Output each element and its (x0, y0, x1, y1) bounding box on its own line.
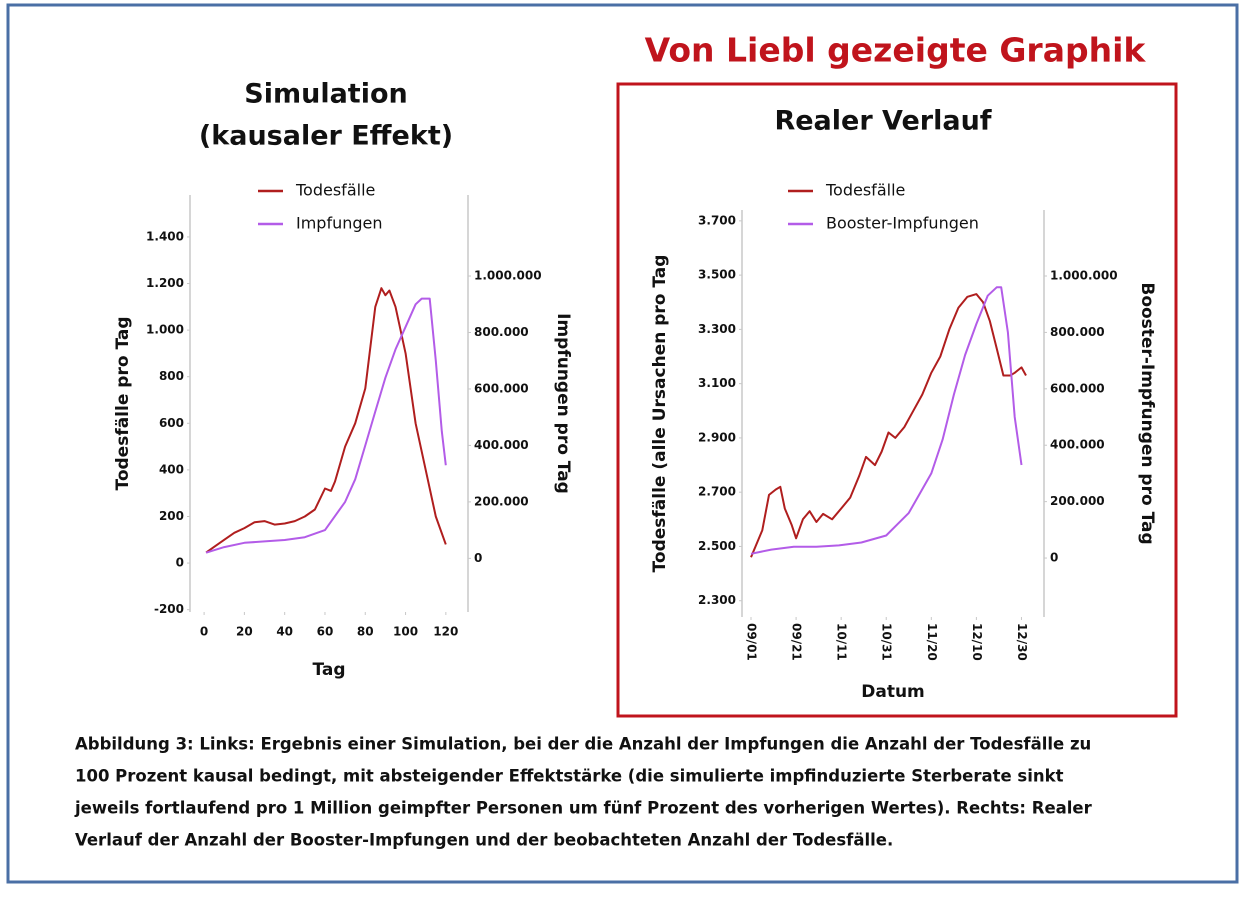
chart-subtitle: (kausaler Effekt) (199, 121, 453, 152)
x-tick-label: 11/20 (925, 623, 939, 661)
y-tick-label: 3.300 (698, 322, 736, 336)
y-tick-label: 3.500 (698, 268, 736, 282)
caption-line: 100 Prozent kausal bedingt, mit absteige… (75, 767, 1064, 786)
x-axis-label: Tag (312, 660, 345, 680)
caption-line: Verlauf der Anzahl der Booster-Impfungen… (75, 831, 893, 850)
y2-tick-label: 800.000 (474, 325, 529, 339)
y-tick-label: 1.400 (146, 229, 184, 243)
y-tick-label: -200 (154, 602, 184, 616)
outer-frame (6, 3, 1239, 884)
y2-tick-label: 1.000.000 (1050, 269, 1118, 283)
x-tick-label: 0 (200, 625, 208, 639)
y-tick-label: 600 (159, 416, 184, 430)
y-tick-label: 1.000 (146, 323, 184, 337)
y2-tick-label: 400.000 (474, 438, 529, 452)
chart-title: Simulation (244, 79, 407, 110)
y-tick-label: 2.300 (698, 593, 736, 607)
y-axis-label: Todesfälle (alle Ursachen pro Tag (650, 255, 670, 573)
y-tick-label: 800 (159, 369, 184, 383)
x-tick-label: 09/21 (790, 623, 804, 661)
legend-label: Todesfälle (825, 181, 905, 200)
series-line (205, 297, 447, 554)
series-line (750, 286, 1023, 555)
x-axis-label: Datum (861, 682, 925, 702)
y-tick-label: 2.900 (698, 430, 736, 444)
x-tick-label: 12/30 (1015, 623, 1029, 661)
caption-line: Abbildung 3: Links: Ergebnis einer Simul… (75, 735, 1091, 754)
x-tick-label: 80 (357, 625, 374, 639)
y2-tick-label: 200.000 (1050, 494, 1105, 508)
y-tick-label: 0 (176, 556, 184, 570)
x-tick-label: 40 (276, 625, 293, 639)
x-tick-label: 60 (317, 625, 334, 639)
y-tick-label: 200 (159, 509, 184, 523)
legend-label: Impfungen (296, 214, 383, 233)
y2-tick-label: 1.000.000 (474, 269, 542, 283)
y2-tick-label: 400.000 (1050, 438, 1105, 452)
y2-tick-label: 200.000 (474, 494, 529, 508)
x-tick-label: 12/10 (970, 623, 984, 661)
x-tick-label: 120 (433, 625, 458, 639)
highlight-frame (616, 82, 1178, 718)
y-axis-label: Todesfälle pro Tag (113, 316, 133, 490)
legend-label: Booster-Impfungen (826, 214, 979, 233)
y2-axis-label: Impfungen pro Tag (553, 313, 573, 494)
y-tick-label: 3.100 (698, 376, 736, 390)
y-tick-label: 3.700 (698, 213, 736, 227)
y2-tick-label: 600.000 (474, 381, 529, 395)
series-line (750, 293, 1027, 558)
y2-axis-label: Booster-Impfungen pro Tag (1137, 282, 1157, 544)
y2-tick-label: 600.000 (1050, 381, 1105, 395)
y-tick-label: 400 (159, 462, 184, 476)
y-tick-label: 1.200 (146, 276, 184, 290)
x-tick-label: 10/11 (835, 623, 849, 661)
y-tick-label: 2.500 (698, 539, 736, 553)
legend-label: Todesfälle (295, 181, 375, 200)
y2-tick-label: 0 (474, 551, 482, 565)
chart-title: Realer Verlauf (774, 106, 991, 137)
y-tick-label: 2.700 (698, 485, 736, 499)
caption-line: jeweils fortlaufend pro 1 Million geimpf… (74, 799, 1093, 818)
y2-tick-label: 800.000 (1050, 325, 1105, 339)
x-tick-label: 100 (393, 625, 418, 639)
x-tick-label: 10/31 (880, 623, 894, 661)
x-tick-label: 20 (236, 625, 253, 639)
series-line (205, 287, 447, 554)
x-tick-label: 09/01 (745, 623, 759, 661)
header: Von Liebl gezeigte Graphik (645, 31, 1147, 70)
y2-tick-label: 0 (1050, 551, 1058, 565)
